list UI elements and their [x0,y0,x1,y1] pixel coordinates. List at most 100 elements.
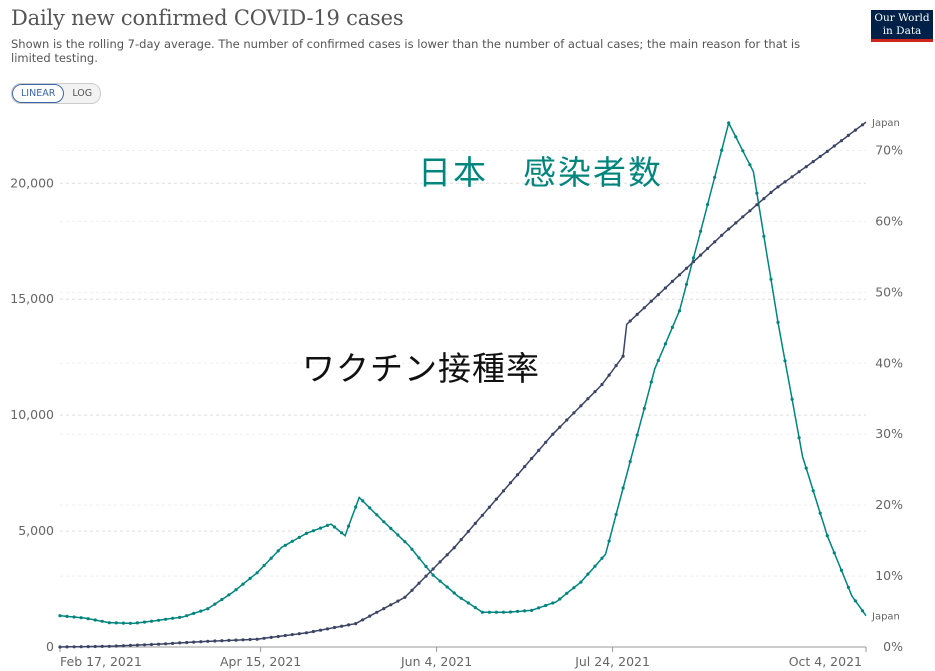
vaccination-data-point [839,139,844,143]
vaccination-data-point [65,645,69,649]
cases-data-point [65,614,69,619]
vaccination-data-point [769,190,773,195]
cases-data-point [269,556,273,560]
vaccination-data-point [114,644,118,648]
cases-data-point [354,505,358,509]
cases-data-point [227,593,231,597]
cases-data-point [494,610,498,614]
vaccination-data-point [776,185,780,189]
cases-data-point [164,617,168,621]
vaccination-data-point [621,354,625,358]
vaccination-data-point [530,456,534,461]
cases-data-point [424,564,428,569]
x-tick-label: Jul 24, 2021 [574,654,650,669]
vaccination-data-point [199,640,203,644]
vaccination-data-point [325,627,330,631]
cases-data-point [720,148,724,152]
vaccination-data-point [58,645,62,649]
cases-data-point [311,529,315,533]
vaccination-data-point [860,123,865,127]
vaccination-data-point [565,418,569,422]
cases-data-point [107,621,111,625]
cases-data-point [586,572,590,576]
vaccination-data-point [677,273,682,277]
vaccination-data-point [494,497,498,501]
cases-data-point [853,599,858,603]
vaccination-data-point [818,154,822,159]
vaccination-data-point [431,567,435,571]
vaccination-data-point [508,481,513,485]
logo-line-2: in Data [882,25,922,37]
vaccination-data-point [713,240,717,244]
vaccination-data-point [171,641,175,646]
vaccination-data-point [846,133,851,137]
cases-data-point [508,610,513,614]
cases-data-point [220,597,224,602]
vaccination-data-point [825,149,829,153]
vaccination-annotation: ワクチン接種率 [302,349,540,388]
cases-data-point [516,609,520,614]
vaccination-data-point [748,209,752,213]
cases-data-point [403,540,407,544]
vaccination-data-point [290,633,294,637]
vaccination-data-point [157,642,161,646]
cases-data-point [748,163,752,167]
cases-data-point [551,601,555,605]
vaccination-data-point [628,319,632,323]
cases-data-point [192,611,196,616]
cases-data-point [86,617,90,621]
vaccination-data-point [255,637,259,641]
cases-data-point [762,234,766,238]
cases-data-point [276,549,280,553]
y-left-tick-label: 5,000 [18,523,54,538]
y-right-tick-label: 70% [875,142,903,157]
vaccination-data-point [340,624,344,628]
y-right-tick-label: 20% [875,497,903,512]
owid-logo[interactable]: Our World in Data [871,10,933,42]
cases-data-point [178,615,182,620]
vaccination-data-point [572,411,576,415]
cases-data-point [318,526,323,530]
vaccination-data-point [361,618,365,622]
vaccination-data-point [459,538,463,542]
cases-data-point [389,526,393,531]
log-scale-button[interactable]: LOG [72,88,93,99]
vaccination-data-point [614,364,618,368]
cases-data-point [565,591,569,595]
cases-data-point [839,568,844,572]
cases-data-point [93,618,97,622]
linear-scale-button[interactable]: LINEAR [12,84,65,103]
vaccination-data-point [178,641,182,645]
cases-data-point [727,121,731,125]
chart-subtitle: Shown is the rolling 7-day average. The … [11,37,801,65]
cases-data-point [487,610,491,614]
y-right-tick-label: 50% [875,284,903,299]
y-left-tick-label: 20,000 [10,175,54,190]
cases-data-point [128,621,132,625]
cases-data-point [832,551,836,555]
vaccination-data-point [389,603,393,607]
y-left-tick-label: 10,000 [10,407,54,422]
cases-data-point [825,534,829,538]
cases-annotation: 日本 感染者数 [418,153,663,192]
vaccination-data-point [558,425,562,429]
cases-data-point [121,621,125,625]
cases-data-point [846,585,851,590]
cases-data-point [262,563,266,568]
cases-data-point [783,359,787,363]
cases-data-point [790,397,794,401]
cases-data-point [642,406,646,411]
vaccination-data-point [403,595,407,599]
logo-line-1: Our World [874,12,930,24]
cases-data-point [171,616,175,620]
vaccination-data-point [516,473,520,477]
cases-data-point [332,525,337,529]
cases-data-point [769,277,773,281]
cases-data-point [234,588,238,592]
vaccination-data-point [741,215,745,219]
cases-data-point [572,586,576,590]
cases-data-point [466,601,470,605]
cases-data-point [290,539,294,543]
cases-data-point [459,596,463,600]
